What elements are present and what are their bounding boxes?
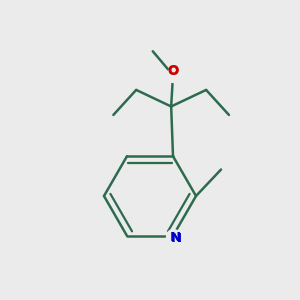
Text: O: O bbox=[167, 64, 178, 77]
Text: O: O bbox=[167, 65, 178, 78]
Text: N: N bbox=[169, 231, 180, 244]
Text: N: N bbox=[170, 232, 182, 245]
